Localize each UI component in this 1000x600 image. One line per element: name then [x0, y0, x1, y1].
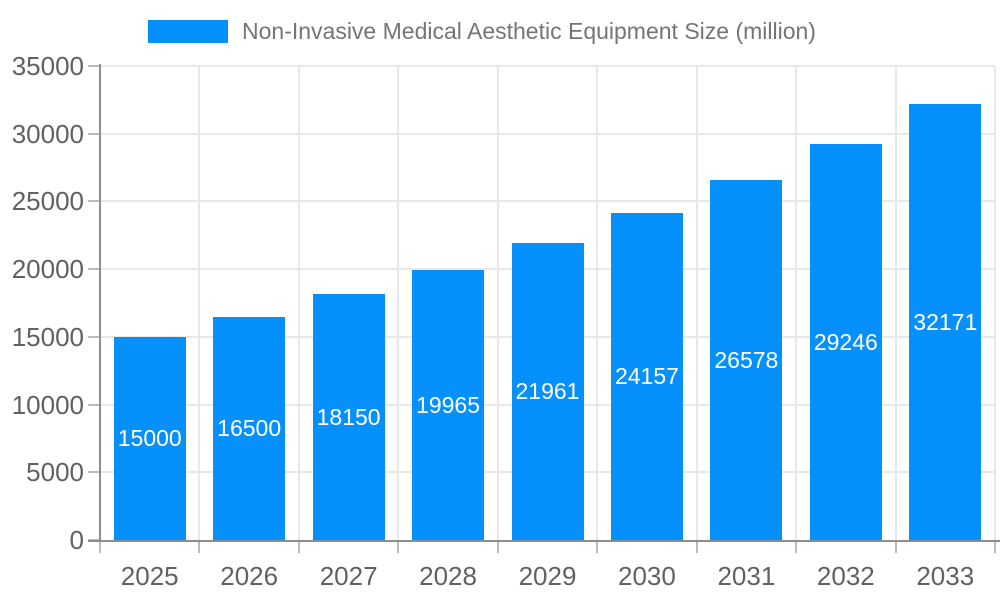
legend-swatch [148, 20, 228, 43]
x-axis-tick [795, 540, 798, 553]
x-axis-tick [496, 540, 499, 553]
y-axis-tick-label: 35000 [11, 51, 84, 81]
bar-value-label: 19965 [416, 391, 481, 418]
bar-value-label: 26578 [714, 347, 779, 374]
bar-2026[interactable]: 16500 [213, 316, 286, 540]
x-axis-tick [297, 540, 300, 553]
bar-2033[interactable]: 32171 [909, 104, 982, 540]
bar-2025[interactable]: 15000 [113, 336, 186, 540]
y-axis-tick [88, 200, 100, 203]
y-axis-tick-label: 10000 [11, 389, 84, 420]
gridline-vertical [496, 66, 499, 540]
y-axis-tick-label: 20000 [11, 254, 84, 285]
bar-value-label: 15000 [117, 425, 182, 452]
x-axis-tick [994, 540, 996, 553]
bar-2030[interactable]: 24157 [610, 212, 683, 540]
x-axis-tick [894, 540, 897, 553]
gridline-vertical [297, 66, 300, 540]
x-axis-tick [695, 540, 698, 553]
gridline-vertical [894, 66, 897, 540]
y-axis-tick-label: 15000 [11, 321, 84, 352]
x-axis-category-label: 2027 [319, 561, 378, 591]
bar-value-label: 21961 [515, 378, 580, 405]
y-axis-tick-label: 25000 [11, 186, 84, 217]
y-axis-tick [88, 268, 100, 271]
gridline-vertical [596, 66, 599, 540]
x-axis-category-label: 2029 [518, 561, 577, 591]
gridline-vertical [397, 66, 400, 540]
x-axis-line [88, 540, 1000, 542]
bar-2031[interactable]: 26578 [710, 180, 783, 540]
x-axis-tick [397, 540, 400, 553]
bar-value-label: 32171 [913, 309, 978, 336]
gridline-horizontal [100, 132, 995, 135]
bar-2027[interactable]: 18150 [312, 294, 385, 540]
legend-item[interactable]: Non-Invasive Medical Aesthetic Equipment… [148, 17, 816, 46]
gridline-vertical [695, 66, 698, 540]
gridline-horizontal [100, 65, 995, 67]
gridline-vertical [198, 66, 201, 540]
x-axis-category-label: 2030 [618, 561, 676, 591]
bar-value-label: 18150 [316, 404, 381, 431]
bar-2029[interactable]: 21961 [511, 242, 584, 540]
legend-label: Non-Invasive Medical Aesthetic Equipment… [242, 18, 816, 44]
bar-2032[interactable]: 29246 [809, 143, 882, 540]
y-axis-tick [88, 471, 100, 474]
gridline-vertical [795, 66, 798, 540]
y-axis-tick [88, 65, 100, 67]
gridline-horizontal [100, 200, 995, 203]
bar-value-label: 16500 [217, 415, 282, 442]
bar-value-label: 24157 [614, 363, 679, 390]
x-axis-tick [198, 540, 201, 553]
y-axis-tick [88, 132, 100, 135]
x-axis-tick [596, 540, 599, 553]
bar-value-label: 29246 [813, 328, 878, 355]
x-axis-category-label: 2031 [717, 561, 776, 591]
y-axis-tick [88, 335, 100, 338]
y-axis-tick-label: 5000 [26, 457, 84, 488]
bar-2028[interactable]: 19965 [412, 269, 485, 540]
x-axis-category-label: 2025 [120, 561, 179, 591]
x-axis-category-label: 2026 [220, 561, 279, 591]
y-axis-tick-label: 0 [69, 525, 84, 555]
x-axis-category-label: 2033 [916, 561, 975, 591]
x-axis-category-label: 2032 [816, 561, 875, 591]
x-axis-category-label: 2028 [419, 561, 477, 591]
gridline-vertical [994, 66, 996, 540]
y-axis-tick [88, 403, 100, 406]
y-axis-tick-label: 30000 [11, 118, 84, 149]
x-axis-tick [99, 540, 101, 553]
y-axis-line [99, 64, 101, 540]
